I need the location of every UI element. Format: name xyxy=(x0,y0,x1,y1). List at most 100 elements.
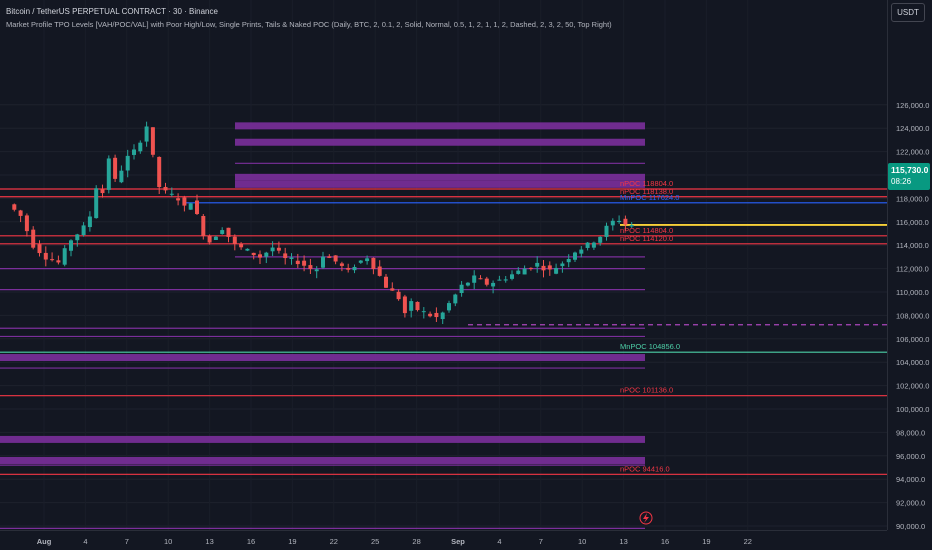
time-tick-label: 4 xyxy=(83,537,87,546)
candle-body xyxy=(497,279,502,281)
candle-body xyxy=(610,220,615,226)
price-axis[interactable]: 90,000.0 92,000.0 94,000.0 96,000.0 98,000.0… xyxy=(887,0,932,531)
candle-body xyxy=(459,284,464,294)
candle-body xyxy=(396,291,401,300)
candle-body xyxy=(560,263,565,267)
candle-body xyxy=(314,269,319,272)
time-tick-label: 10 xyxy=(164,537,172,546)
candle-body xyxy=(207,236,212,243)
profile-band xyxy=(0,435,645,443)
price-tick-label: 116,000.0 xyxy=(896,218,929,227)
candle-body xyxy=(81,225,86,236)
candle-body xyxy=(617,220,622,223)
profile-band xyxy=(0,354,645,362)
price-tick-label: 92,000.0 xyxy=(896,499,925,508)
candle-body xyxy=(308,265,313,269)
candle-body xyxy=(623,218,628,225)
candle-body xyxy=(352,266,357,271)
candle-body xyxy=(472,275,477,283)
time-tick-label: 25 xyxy=(371,537,379,546)
candle-body xyxy=(87,216,92,228)
poc-level-label: nPOC 101136.0 xyxy=(620,386,673,395)
candle-body xyxy=(358,260,363,263)
candle-body xyxy=(283,253,288,259)
candle-body xyxy=(327,256,332,258)
candle-body xyxy=(339,263,344,266)
time-tick-label: 7 xyxy=(125,537,129,546)
candle-body xyxy=(188,203,193,210)
candle-body xyxy=(232,236,237,244)
candle-body xyxy=(24,215,29,232)
time-tick-label: Aug xyxy=(37,537,52,546)
time-tick-label: 7 xyxy=(539,537,543,546)
candle-body xyxy=(37,244,42,254)
candle-body xyxy=(138,142,143,152)
poc-level-label: nPOC 114120.0 xyxy=(620,234,673,243)
currency-button[interactable]: USDT xyxy=(891,3,925,22)
candle-body xyxy=(258,254,262,258)
candle-body xyxy=(598,236,603,243)
candle-body xyxy=(18,210,23,216)
candle-body xyxy=(566,258,571,263)
candle-body xyxy=(100,189,105,194)
profile-band xyxy=(235,122,645,130)
profile-band xyxy=(235,173,645,181)
price-tick-label: 94,000.0 xyxy=(896,475,925,484)
symbol-title[interactable]: Bitcoin / TetherUS PERPETUAL CONTRACT · … xyxy=(6,7,218,16)
candle-body xyxy=(453,294,458,304)
price-tick-label: 104,000.0 xyxy=(896,358,929,367)
candle-body xyxy=(516,270,521,274)
candle-body xyxy=(201,215,206,237)
candle-body xyxy=(163,186,168,191)
price-tick-label: 100,000.0 xyxy=(896,405,929,414)
candle-body xyxy=(522,268,527,275)
candle-body xyxy=(465,282,470,286)
time-axis[interactable]: Aug 4 7 10 13 16 19 22 25 28 Sep 4 7 10 13 16 19 22 xyxy=(0,530,887,550)
candle-body xyxy=(56,260,61,263)
time-tick-label: 13 xyxy=(205,537,213,546)
bar-countdown: 08:26 xyxy=(891,177,912,186)
candle-body xyxy=(434,312,439,318)
candle-body xyxy=(157,156,162,188)
candle-body xyxy=(503,279,508,281)
price-tick-label: 98,000.0 xyxy=(896,428,925,437)
time-tick-label: 13 xyxy=(619,537,627,546)
candle-body xyxy=(579,249,584,254)
candle-body xyxy=(409,301,414,311)
price-tick-label: 114,000.0 xyxy=(896,241,929,250)
candle-body xyxy=(528,267,533,269)
candle-body xyxy=(251,252,256,256)
candle-body xyxy=(491,282,496,287)
time-tick-label: 16 xyxy=(247,537,255,546)
candle-body xyxy=(585,242,590,248)
candle-body xyxy=(132,149,136,155)
price-tick-label: 118,000.0 xyxy=(896,194,929,203)
price-tick-label: 108,000.0 xyxy=(896,311,929,320)
candle-body xyxy=(176,198,181,201)
candle-body xyxy=(478,278,483,280)
time-tick-label: 4 xyxy=(497,537,501,546)
event-bolt-glyph xyxy=(643,513,649,523)
time-tick-label: 28 xyxy=(412,537,420,546)
candle-body xyxy=(333,255,338,262)
candle-body xyxy=(295,260,300,265)
candle-body xyxy=(144,126,149,142)
candle-body xyxy=(94,188,99,219)
candle-body xyxy=(226,227,231,237)
poc-level-label: nPOC 118804.0 xyxy=(620,179,673,188)
candle-body xyxy=(289,257,294,259)
candle-body xyxy=(220,230,225,234)
event-bolt-icon xyxy=(639,511,653,525)
candle-body xyxy=(113,157,118,179)
candle-body xyxy=(119,170,124,183)
candle-body xyxy=(365,258,370,262)
candle-body xyxy=(213,236,218,240)
indicator-title[interactable]: Market Profile TPO Levels [VAH/POC/VAL] … xyxy=(6,20,612,29)
price-tick-label: 106,000.0 xyxy=(896,335,929,344)
candle-body xyxy=(245,248,250,251)
time-tick-label: 10 xyxy=(578,537,586,546)
candle-body xyxy=(547,265,552,270)
poc-level-label: nPOC 114804.0 xyxy=(620,226,673,235)
